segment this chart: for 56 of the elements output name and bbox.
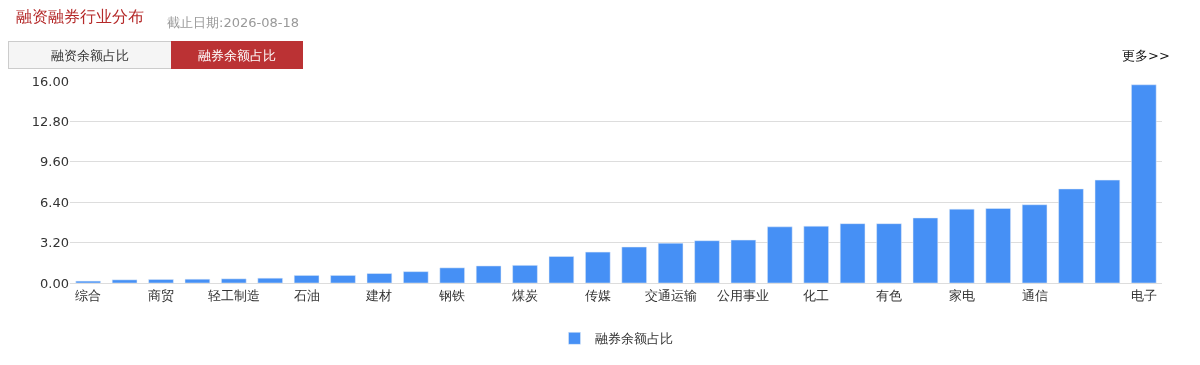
bar xyxy=(1021,204,1048,283)
x-tick-label: 轻工制造 xyxy=(207,287,260,303)
bar xyxy=(694,240,720,283)
text: 截止日期:2026-08-18 xyxy=(167,15,299,30)
bar xyxy=(730,239,757,283)
x-tick-label: 建材 xyxy=(365,287,393,303)
bar xyxy=(257,277,283,283)
x-tick-label: 传媒 xyxy=(584,287,611,303)
bar xyxy=(1131,84,1157,283)
bar xyxy=(184,278,211,283)
bar xyxy=(657,242,684,283)
bar xyxy=(439,267,465,283)
bar xyxy=(803,225,829,283)
text: 融券余额占比 xyxy=(198,47,276,63)
x-tick-label: 综合 xyxy=(75,287,102,303)
bar xyxy=(949,208,975,283)
x-tick-label: 钢铁 xyxy=(438,287,466,303)
x-tick-label: 通信 xyxy=(1021,287,1048,303)
x-tick-label: 商贸 xyxy=(148,287,174,303)
y-tick-label: 3.20 xyxy=(40,235,69,251)
bar xyxy=(366,273,393,283)
bar xyxy=(621,246,647,283)
x-tick-label: 化工 xyxy=(803,287,830,303)
bar xyxy=(839,223,866,283)
y-tick-label: 6.40 xyxy=(40,194,69,210)
chart-title: 融资融券行业分布 xyxy=(15,7,144,27)
x-tick-label: 电子 xyxy=(1130,287,1157,303)
text: 更多>> xyxy=(1122,48,1170,63)
bar xyxy=(985,208,1011,283)
bar xyxy=(111,279,138,283)
bar xyxy=(1058,188,1084,283)
bar xyxy=(767,226,793,283)
bar xyxy=(548,256,575,283)
bar xyxy=(148,279,174,283)
x-tick-label: 公用事业 xyxy=(717,287,770,303)
y-tick-label: 9.60 xyxy=(40,154,69,170)
bar xyxy=(293,275,320,283)
bar xyxy=(876,223,902,283)
y-tick-label: 0.00 xyxy=(40,275,69,291)
bar xyxy=(330,275,356,283)
bar xyxy=(403,271,429,283)
x-tick-label: 煤炭 xyxy=(512,287,538,303)
x-tick-label: 交通运输 xyxy=(644,287,697,303)
bar xyxy=(1094,179,1121,283)
x-tick-label: 有色 xyxy=(876,287,902,303)
legend-label: 融券余额占比 xyxy=(594,331,673,347)
bar xyxy=(912,217,939,283)
x-tick-label: 家电 xyxy=(948,287,975,303)
bar xyxy=(585,251,611,283)
x-tick-label: 石油 xyxy=(293,287,320,303)
y-tick-label: 12.80 xyxy=(31,113,69,129)
bar xyxy=(475,265,502,283)
y-tick-label: 16.00 xyxy=(31,73,69,89)
text: 融资余额占比 xyxy=(51,47,129,63)
bar xyxy=(512,265,538,283)
bar xyxy=(221,278,247,283)
